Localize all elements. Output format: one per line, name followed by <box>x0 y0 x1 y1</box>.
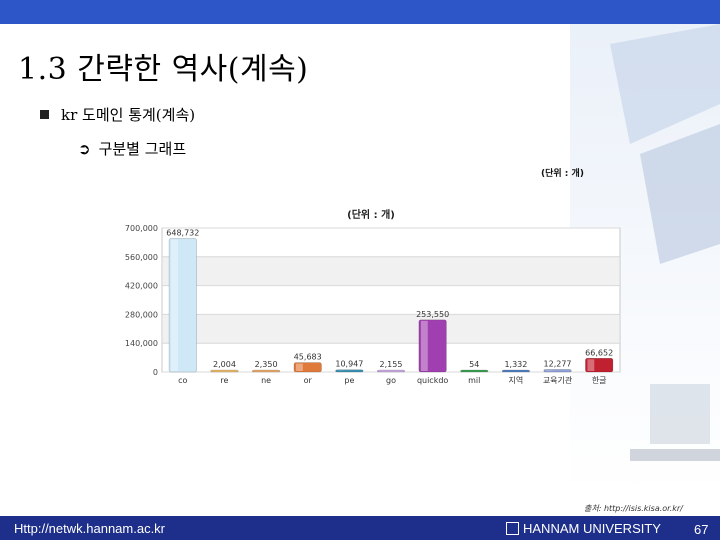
x-tick-label-2: ne <box>261 376 271 385</box>
source-citation: 출처: http://isis.kisa.or.kr/ <box>584 504 683 513</box>
bar-9 <box>543 369 572 373</box>
bar-highlight-0 <box>171 239 178 371</box>
footer-url: Http://netwk.hannam.ac.kr <box>14 521 166 536</box>
bullet-graph-text: 구분별 그래프 <box>98 140 187 158</box>
y-tick-label: 140,000 <box>125 339 158 348</box>
footer-university-text: HANNAM UNIVERSITY <box>523 521 661 536</box>
bar-5 <box>376 369 406 373</box>
x-tick-label-3: or <box>304 376 313 385</box>
bar-highlight-10 <box>587 359 595 371</box>
x-tick-label-1: re <box>220 376 228 385</box>
grid-band <box>163 256 619 286</box>
bar-1 <box>210 369 239 373</box>
bar-0 <box>168 238 197 373</box>
bar-8 <box>501 369 530 373</box>
data-label-2: 2,350 <box>255 360 278 369</box>
data-label-9: 12,277 <box>544 359 572 368</box>
x-tick-label-8: 지역 <box>509 375 524 385</box>
y-tick-label: 700,000 <box>125 224 158 233</box>
y-tick-label: 560,000 <box>125 253 158 262</box>
square-bullet-icon <box>40 110 49 119</box>
grid-band <box>163 314 619 344</box>
unit-label: (단위 : 개) <box>541 169 584 179</box>
university-logo-icon <box>506 522 519 535</box>
arrow-bullet-icon: ➲ <box>78 140 91 158</box>
y-tick-label: 420,000 <box>125 282 158 291</box>
bar-10 <box>585 357 614 373</box>
x-tick-label-4: pe <box>344 376 354 385</box>
data-label-4: 10,947 <box>335 360 363 369</box>
bar-chart: (단위 : 개) 0 140,000 280,000 420,000 560,000 700… <box>125 208 621 385</box>
top-bar <box>0 0 720 24</box>
footer-bar <box>0 516 720 540</box>
x-tick-label-9: 교육기관 <box>543 375 573 385</box>
bar-7 <box>460 369 489 373</box>
data-label-10: 66,652 <box>585 348 613 357</box>
slide-title: 1.3 간략한 역사(계속) <box>18 52 309 87</box>
x-tick-label-0: co <box>178 376 187 385</box>
footer-university: HANNAM UNIVERSITY <box>506 521 661 536</box>
bar-highlight-3 <box>295 363 303 371</box>
page-number: 67 <box>694 522 709 537</box>
bar-highlight-6 <box>420 320 428 371</box>
x-tick-label-7: mil <box>468 376 480 385</box>
bullet-domain-stats: kr 도메인 통계(계속) <box>40 104 195 125</box>
data-label-3: 45,683 <box>294 353 322 362</box>
bar-highlight-9 <box>545 370 553 371</box>
chart-title: (단위 : 개) <box>347 208 395 221</box>
bullet-domain-stats-text: kr 도메인 통계(계속) <box>61 106 196 124</box>
data-label-5: 2,155 <box>380 360 403 369</box>
data-label-0: 648,732 <box>166 229 199 238</box>
x-tick-label-5: go <box>386 376 396 385</box>
data-label-8: 1,332 <box>504 360 527 369</box>
data-label-6: 253,550 <box>416 310 449 319</box>
x-tick-label-6: quickdo <box>417 376 448 385</box>
bar-6 <box>418 319 447 373</box>
bar-4 <box>335 369 364 373</box>
bullet-graph: ➲ 구분별 그래프 <box>78 138 186 159</box>
data-label-1: 2,004 <box>213 360 236 369</box>
bar-2 <box>252 369 281 373</box>
plot-area <box>161 227 621 373</box>
y-tick-label: 280,000 <box>125 310 158 319</box>
bar-3 <box>293 362 322 373</box>
x-tick-label-10: 한글 <box>592 376 607 385</box>
y-tick-label: 0 <box>153 368 158 377</box>
data-label-7: 54 <box>469 360 479 369</box>
